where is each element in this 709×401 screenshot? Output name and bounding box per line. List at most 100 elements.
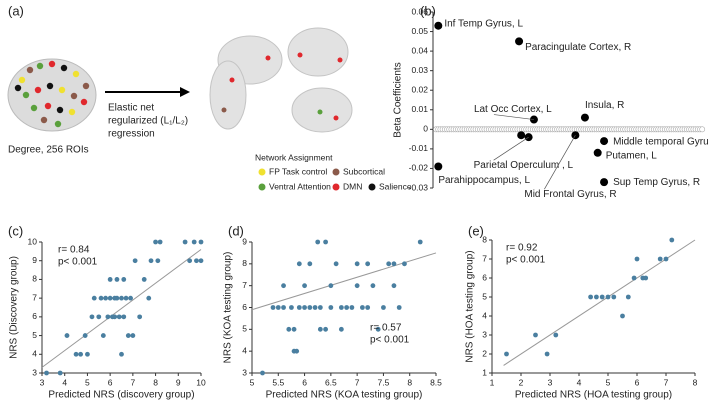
roi-dot	[30, 104, 38, 112]
x-tick-label: 5	[250, 377, 255, 387]
y-tick-label: 5	[32, 330, 37, 340]
x-tick-label: 3	[40, 377, 45, 387]
point-label: Parahippocampus, L	[438, 175, 530, 186]
point	[386, 261, 392, 267]
y-tick-label: 6	[242, 302, 247, 312]
point	[349, 305, 355, 310]
annotation: r= 0.92	[506, 243, 538, 254]
point	[198, 258, 204, 264]
point	[148, 258, 154, 264]
point	[281, 305, 286, 310]
point	[294, 348, 300, 354]
point-label: Sup Temp Gyrus, R	[613, 177, 700, 188]
point	[57, 370, 63, 376]
point	[533, 332, 538, 338]
y-tick-label: 1	[482, 367, 487, 377]
roi-dot	[70, 92, 78, 100]
point	[141, 277, 147, 282]
x-tick-label: 5	[606, 377, 611, 387]
roi-dot	[18, 76, 26, 84]
x-tick-label: 5.5	[272, 377, 284, 387]
point	[114, 295, 120, 301]
point	[182, 239, 188, 245]
point	[119, 351, 124, 357]
point	[107, 277, 113, 282]
leader-line	[493, 114, 534, 120]
point	[155, 258, 161, 264]
point	[121, 277, 127, 282]
point	[631, 275, 637, 281]
annotation: p< 0.001	[58, 257, 98, 268]
roi-dot	[221, 107, 227, 113]
y-tick-label: 7	[482, 253, 487, 263]
point	[434, 162, 443, 171]
brain	[7, 58, 97, 132]
y-tick-label: -0.03	[409, 182, 429, 192]
point	[89, 314, 95, 320]
point	[381, 305, 386, 310]
x-tick-label: 8	[693, 377, 698, 387]
y-tick-label: 6	[32, 311, 37, 321]
roi-dot	[22, 91, 30, 99]
y-tick-label: 3	[32, 367, 37, 377]
point	[344, 305, 350, 310]
roi-dot	[26, 66, 34, 74]
point	[281, 283, 286, 289]
point	[191, 239, 197, 245]
legend-label: FP Task control	[269, 166, 327, 176]
legend-title: Network Assignment	[255, 152, 333, 162]
x-tick-label: 6.5	[325, 377, 337, 387]
point	[517, 131, 526, 140]
roi-dot	[60, 64, 68, 72]
y-tick-label: 4	[32, 349, 37, 359]
point	[78, 351, 84, 357]
point	[370, 283, 376, 289]
roi-dot	[333, 115, 339, 121]
y-tick-label: 0	[423, 124, 428, 134]
point	[130, 333, 136, 338]
point	[643, 275, 649, 281]
brain	[209, 60, 247, 130]
panel-label: (a)	[8, 3, 24, 18]
y-tick-label: 0.03	[411, 65, 428, 75]
roi-dot	[58, 86, 66, 94]
point-label: Putamen, L	[606, 150, 658, 161]
x-tick-label: 7	[664, 377, 669, 387]
point-label: Paracingulate Cortex, R	[525, 42, 631, 53]
point	[289, 305, 294, 310]
arrow-head	[180, 87, 190, 97]
panel-label: (b)	[420, 3, 436, 18]
brain	[287, 27, 349, 77]
fit-line	[251, 252, 437, 311]
roi-dot	[54, 120, 62, 128]
y-axis-label: NRS (HOA testing group)	[465, 250, 476, 362]
point	[669, 237, 675, 243]
point	[360, 305, 365, 310]
point	[275, 305, 281, 310]
legend-swatch	[332, 168, 340, 176]
legend-label: Subcortical	[343, 166, 385, 176]
point	[580, 113, 589, 122]
point	[296, 261, 302, 267]
y-tick-label: 0.01	[411, 104, 428, 114]
point	[625, 294, 631, 300]
point	[365, 261, 371, 267]
roi-dot	[265, 55, 271, 61]
roi-dot	[317, 109, 323, 115]
x-tick-label: 1	[490, 377, 495, 387]
y-tick-label: 3	[242, 367, 247, 377]
point	[588, 294, 593, 300]
point	[98, 295, 104, 301]
point	[391, 283, 397, 289]
roi-dot	[14, 84, 22, 92]
y-tick-label: 3	[482, 329, 487, 339]
y-tick-label: 0.06	[411, 6, 428, 16]
point	[315, 239, 321, 245]
x-tick-label: 8.5	[430, 377, 442, 387]
annotation: r= 0.57	[370, 323, 402, 334]
point	[112, 314, 118, 320]
point-label: Lat Occ Cortex, L	[474, 104, 552, 115]
point	[107, 295, 113, 301]
point	[302, 305, 307, 310]
